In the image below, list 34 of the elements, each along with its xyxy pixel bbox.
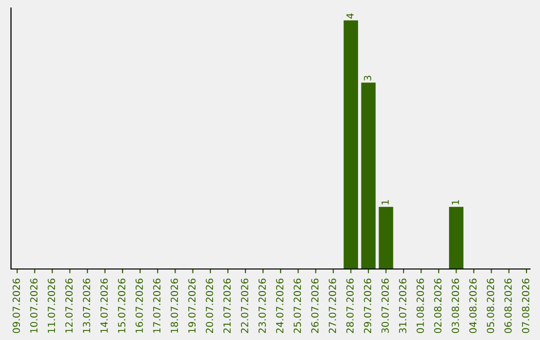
x-tick-label: 16.07.2026: [136, 278, 143, 333]
x-tick-label: 01.08.2026: [416, 278, 424, 334]
x-tick-label: 27.07.2026: [328, 278, 336, 333]
x-tick-label: 05.08.2026: [486, 278, 494, 334]
x-tick-label: 11.07.2026: [48, 278, 56, 333]
data-label: 3: [364, 76, 372, 80]
x-tick-label: 28.07.2026: [346, 278, 354, 333]
x-tick-label: 31.07.2026: [399, 278, 406, 333]
x-tick-label: 30.07.2026: [381, 278, 389, 333]
x-tick-label: 21.07.2026: [223, 278, 231, 333]
data-label: 1: [452, 200, 459, 204]
x-tick-label: 18.07.2026: [170, 278, 178, 333]
x-tick-label: 25.07.2026: [294, 278, 301, 333]
x-tick-label: 22.07.2026: [240, 278, 248, 333]
data-label: 4: [346, 13, 354, 19]
x-tick-label: 24.07.2026: [276, 278, 284, 333]
x-tick-label: 13.07.2026: [82, 278, 90, 333]
data-label: 1: [382, 200, 389, 204]
x-tick-label: 07.08.2026: [522, 278, 530, 334]
x-tick-label: 02.08.2026: [434, 278, 442, 334]
x-tick-label: 20.07.2026: [206, 278, 214, 333]
x-tick-label: 10.07.2026: [30, 278, 38, 333]
x-tick-label: 09.07.2026: [12, 278, 20, 334]
x-tick-label: 23.07.2026: [258, 278, 266, 333]
x-tick-label: 04.08.2026: [469, 278, 477, 334]
x-tick-label: 17.07.2026: [153, 278, 160, 333]
x-tick-label: 26.07.2026: [311, 278, 319, 333]
x-tick-label: 19.07.2026: [188, 278, 196, 333]
x-tick-label: 29.07.2026: [364, 278, 372, 333]
x-tick-label: 06.08.2026: [504, 278, 512, 334]
x-tick-label: 14.07.2026: [100, 278, 108, 333]
x-tick-label: 12.07.2026: [65, 278, 73, 333]
x-tick-label: 03.08.2026: [452, 278, 460, 334]
x-tick-label: 15.07.2026: [118, 278, 126, 333]
